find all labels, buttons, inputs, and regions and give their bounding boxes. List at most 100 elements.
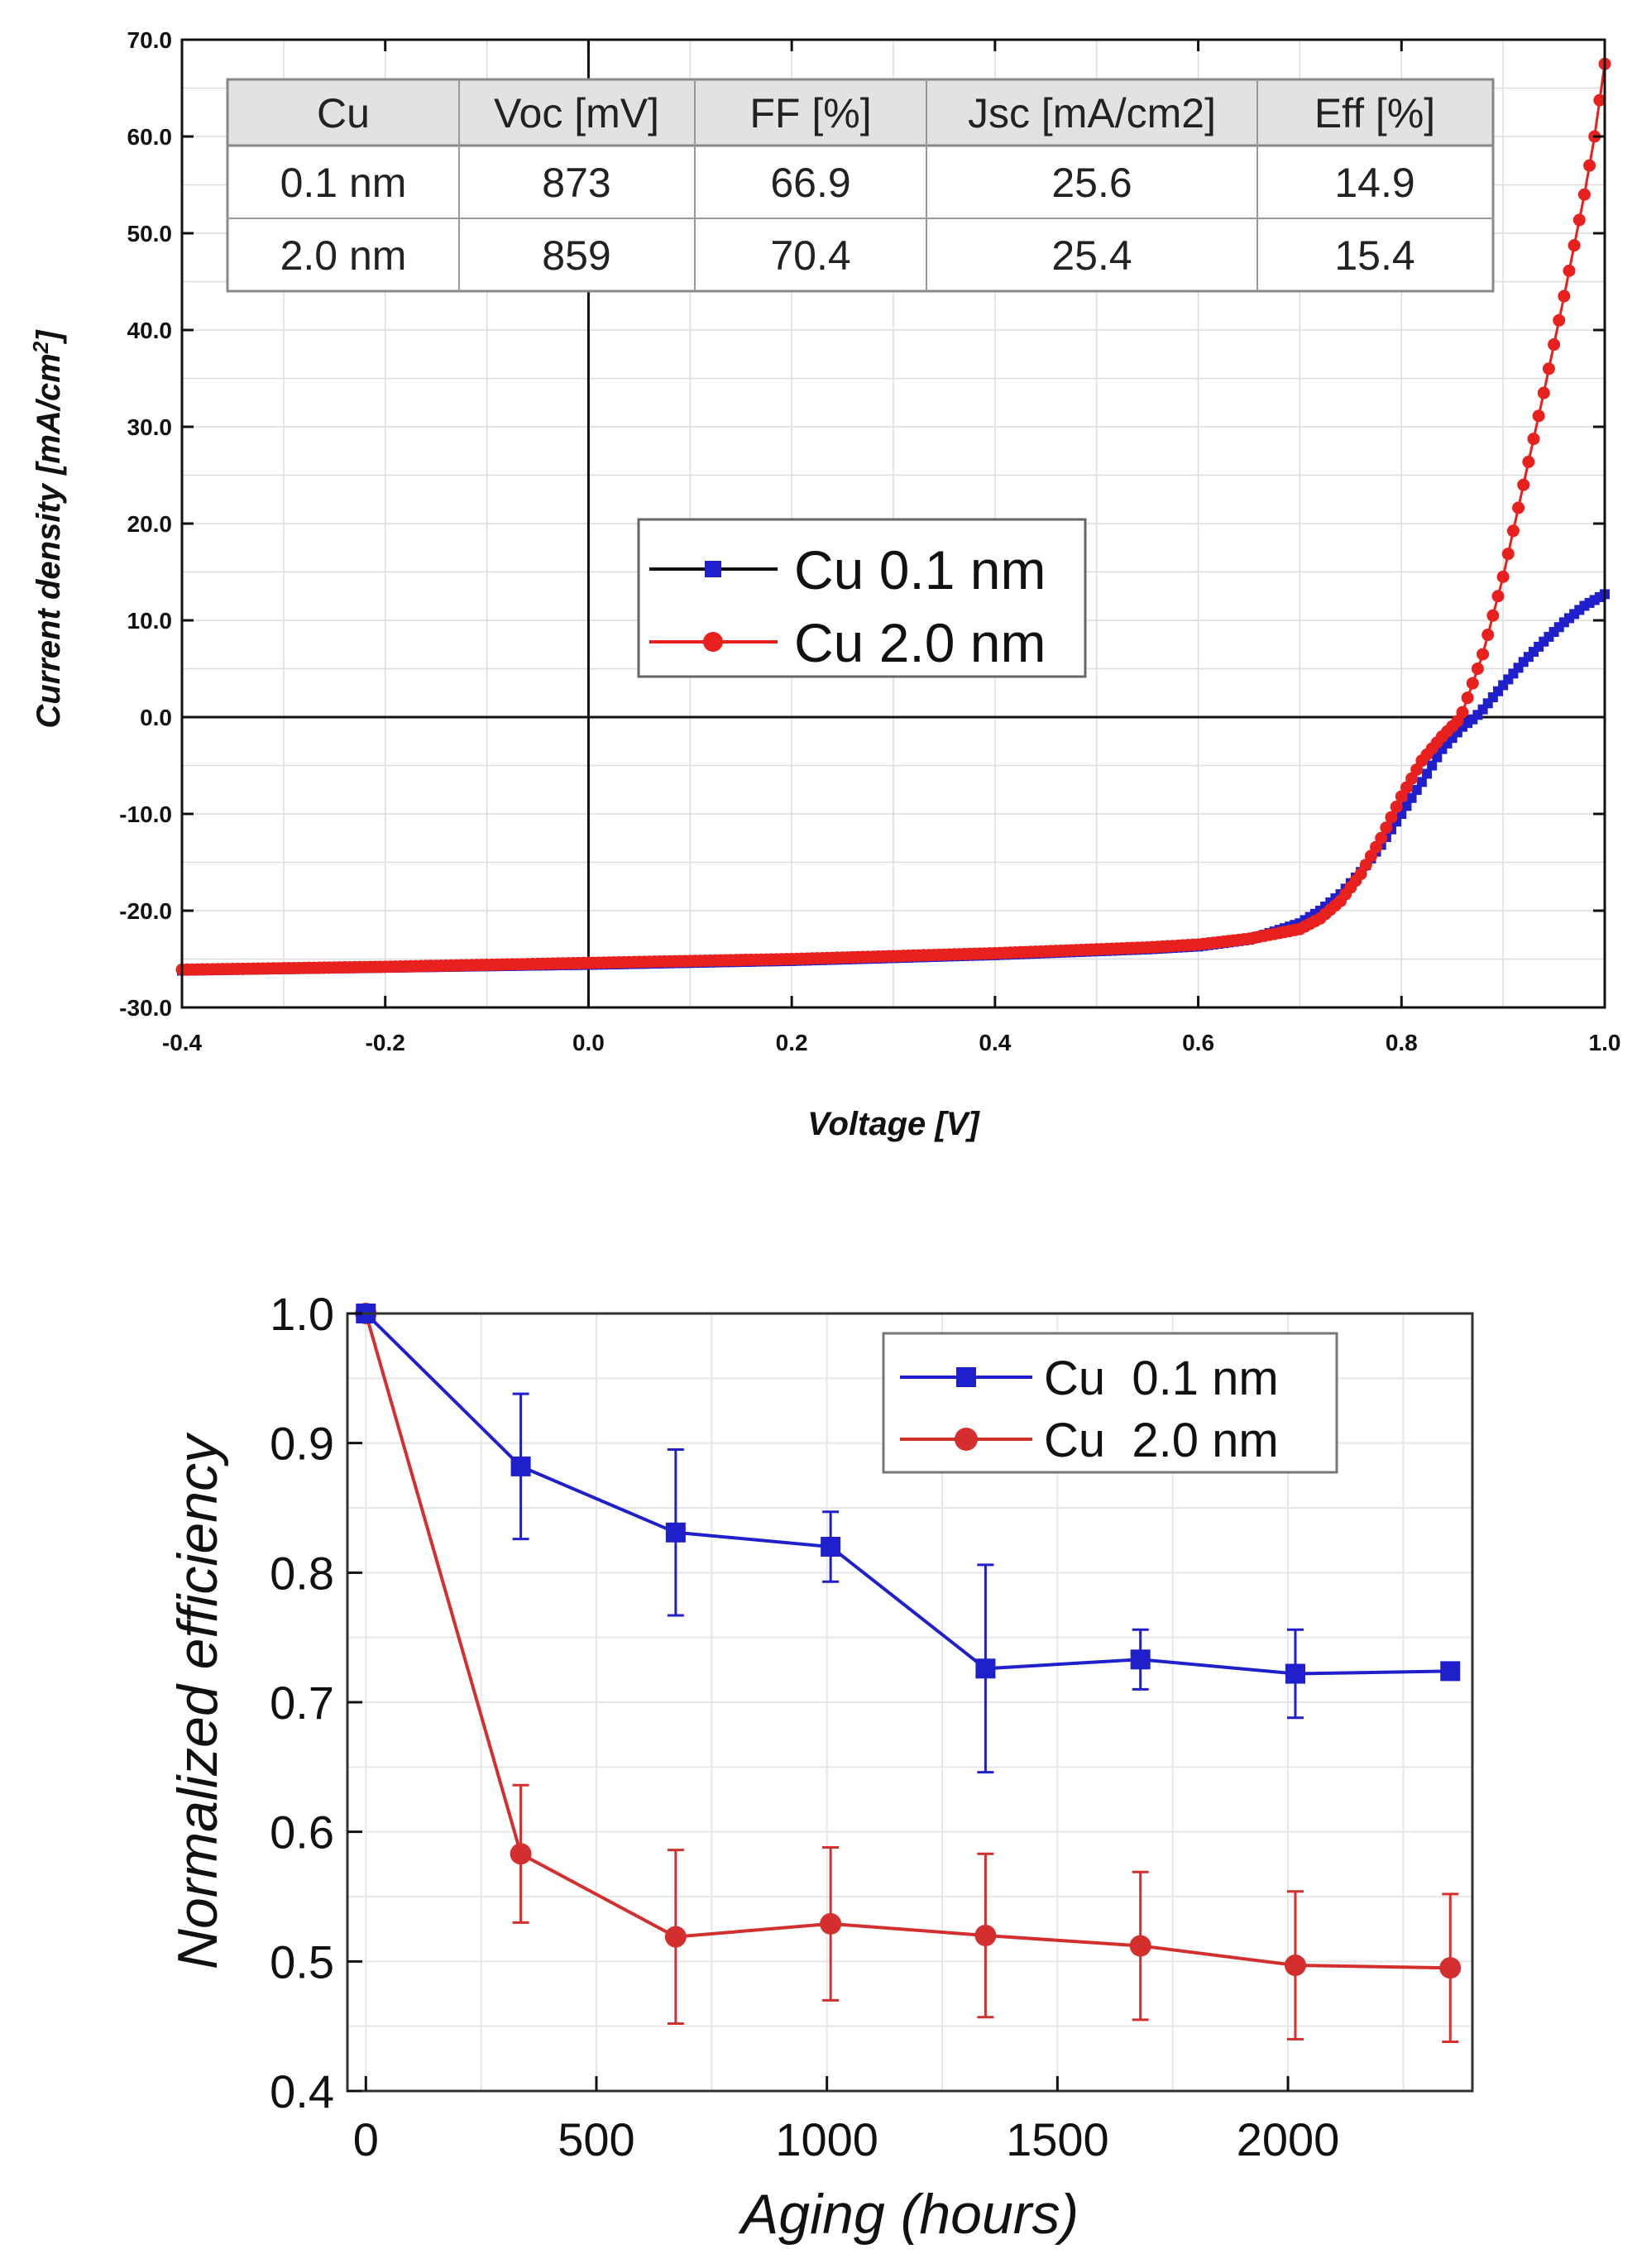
marker-cu01 <box>1130 1649 1151 1670</box>
table-cell: 2.0 nm <box>280 232 407 279</box>
table-header-cell: Cu <box>317 90 370 136</box>
table-cell: 873 <box>542 160 610 206</box>
aging-y-axis-label: Normalized efficiency <box>166 1432 229 1969</box>
legend-label-cu01: Cu 0.1 nm <box>794 539 1046 600</box>
legend-marker-cu20 <box>955 1428 978 1451</box>
y-tick-label: 0.8 <box>270 1547 334 1599</box>
x-tick-label: 2000 <box>1237 2113 1340 2165</box>
marker-cu01 <box>1411 785 1422 796</box>
legend-marker-cu01 <box>956 1367 976 1387</box>
marker-cu01 <box>975 1658 996 1679</box>
marker-cu20 <box>1471 663 1484 675</box>
legend-label-cu20: Cu 2.0 nm <box>794 612 1046 673</box>
marker-cu20 <box>1563 264 1576 277</box>
marker-cu20 <box>974 1925 997 1946</box>
marker-cu20 <box>1481 629 1495 642</box>
jv-series <box>175 57 1611 976</box>
x-tick-label: 0.8 <box>1386 1030 1418 1055</box>
table-cell: 25.4 <box>1051 232 1132 279</box>
marker-cu20 <box>1568 239 1581 252</box>
table-cell: 66.9 <box>770 160 850 206</box>
table-cell: 859 <box>542 232 610 279</box>
marker-cu20 <box>1577 188 1591 201</box>
marker-cu01 <box>821 1537 841 1557</box>
marker-cu20 <box>1496 570 1510 583</box>
y-tick-label: 60.0 <box>127 124 173 150</box>
jv-chart: -0.4 -0.2 0.0 0.2 0.4 0.6 0.8 1.0 -30.0 -20.0 -10.… <box>28 27 1620 1142</box>
x-tick-label: 0.4 <box>979 1030 1011 1055</box>
x-tick-label: 1000 <box>775 2113 878 2165</box>
marker-cu20 <box>1548 338 1561 352</box>
y-tick-label: 0.9 <box>270 1418 334 1470</box>
table-header-cell: Voc [mV] <box>494 90 659 136</box>
x-tick-label: 0.2 <box>776 1030 808 1055</box>
y-tick-label: 1.0 <box>270 1288 334 1340</box>
marker-cu20 <box>1517 478 1530 491</box>
x-tick-label: 500 <box>558 2113 634 2165</box>
marker-cu01 <box>1401 801 1412 811</box>
jv-ticks: -0.4 -0.2 0.0 0.2 0.4 0.6 0.8 1.0 -30.0 -20.0 -10.… <box>119 27 1620 1055</box>
marker-cu01 <box>1422 768 1432 779</box>
legend-label-cu20: Cu 2.0 nm <box>1044 1414 1279 1467</box>
jv-y-axis-label: Current density [mA/cm2] <box>28 329 67 729</box>
y-tick-label: 0.7 <box>270 1677 334 1729</box>
x-tick-label: 1500 <box>1006 2113 1109 2165</box>
legend-label-cu01: Cu 0.1 nm <box>1044 1352 1279 1405</box>
marker-cu20 <box>1542 362 1555 376</box>
marker-cu20 <box>1456 706 1469 719</box>
marker-cu20 <box>1527 433 1540 446</box>
y-tick-label: -30.0 <box>119 995 172 1021</box>
table-header-cell: Jsc [mA/cm2] <box>968 90 1216 136</box>
marker-cu20 <box>1486 609 1500 622</box>
table-cell: 0.1 nm <box>280 160 407 206</box>
y-tick-label: 0.5 <box>270 1935 334 1988</box>
x-tick-label: 0.0 <box>572 1030 605 1055</box>
aging-series <box>355 1303 1462 2043</box>
series-line-cu20 <box>364 1313 1451 1970</box>
marker-cu20 <box>1375 831 1388 845</box>
marker-cu20 <box>510 1843 532 1865</box>
marker-cu20 <box>1501 548 1515 561</box>
y-tick-label: 40.0 <box>127 318 173 343</box>
y-tick-label: 70.0 <box>127 27 173 53</box>
x-tick-label: 0.6 <box>1182 1030 1214 1055</box>
marker-cu20 <box>1129 1935 1151 1957</box>
table-header-bg <box>226 78 1495 147</box>
marker-cu20 <box>1553 313 1566 327</box>
marker-cu20 <box>820 1912 842 1935</box>
marker-cu01 <box>510 1456 531 1476</box>
y-tick-label: 20.0 <box>127 511 173 537</box>
marker-cu20 <box>1512 501 1525 514</box>
jv-x-axis-label: Voltage [V] <box>807 1106 980 1142</box>
legend-marker-cu01 <box>705 561 721 577</box>
marker-cu20 <box>1461 691 1474 705</box>
marker-cu20 <box>1583 159 1596 172</box>
legend-frame <box>882 1332 1338 1474</box>
table-cell: 14.9 <box>1334 160 1414 206</box>
marker-cu01 <box>665 1522 686 1543</box>
x-tick-label: 1.0 <box>1589 1030 1621 1055</box>
table-cell: 25.6 <box>1051 160 1132 206</box>
marker-cu20 <box>664 1926 687 1948</box>
marker-cu01 <box>1432 752 1443 763</box>
table-header-cell: Eff [%] <box>1314 90 1435 136</box>
marker-cu20 <box>1506 524 1520 538</box>
y-tick-label: 0.6 <box>270 1806 334 1859</box>
marker-cu20 <box>1477 648 1490 661</box>
x-tick-label: 0 <box>353 2113 379 2165</box>
parameter-table: Cu Voc [mV] FF [%] Jsc [mA/cm2] Eff [%] … <box>226 78 1495 293</box>
aging-x-axis-label: Aging (hours) <box>738 2183 1079 2246</box>
jv-legend: Cu 0.1 nm Cu 2.0 nm <box>637 518 1087 678</box>
marker-cu20 <box>1593 93 1606 107</box>
marker-cu20 <box>1284 1955 1306 1977</box>
y-tick-label: 50.0 <box>127 221 173 246</box>
y-tick-label: 0.0 <box>140 705 172 730</box>
marker-cu20 <box>1390 801 1403 814</box>
aging-chart: 0 500 1000 1500 2000 0.4 0.5 0.6 0.7 0.8 0.9 1.0 Ag… <box>166 1288 1474 2246</box>
y-tick-label: -20.0 <box>119 898 172 924</box>
marker-cu01 <box>1406 792 1417 803</box>
marker-cu20 <box>1385 811 1398 824</box>
marker-cu20 <box>1466 677 1479 690</box>
x-tick-label: -0.4 <box>162 1030 203 1055</box>
